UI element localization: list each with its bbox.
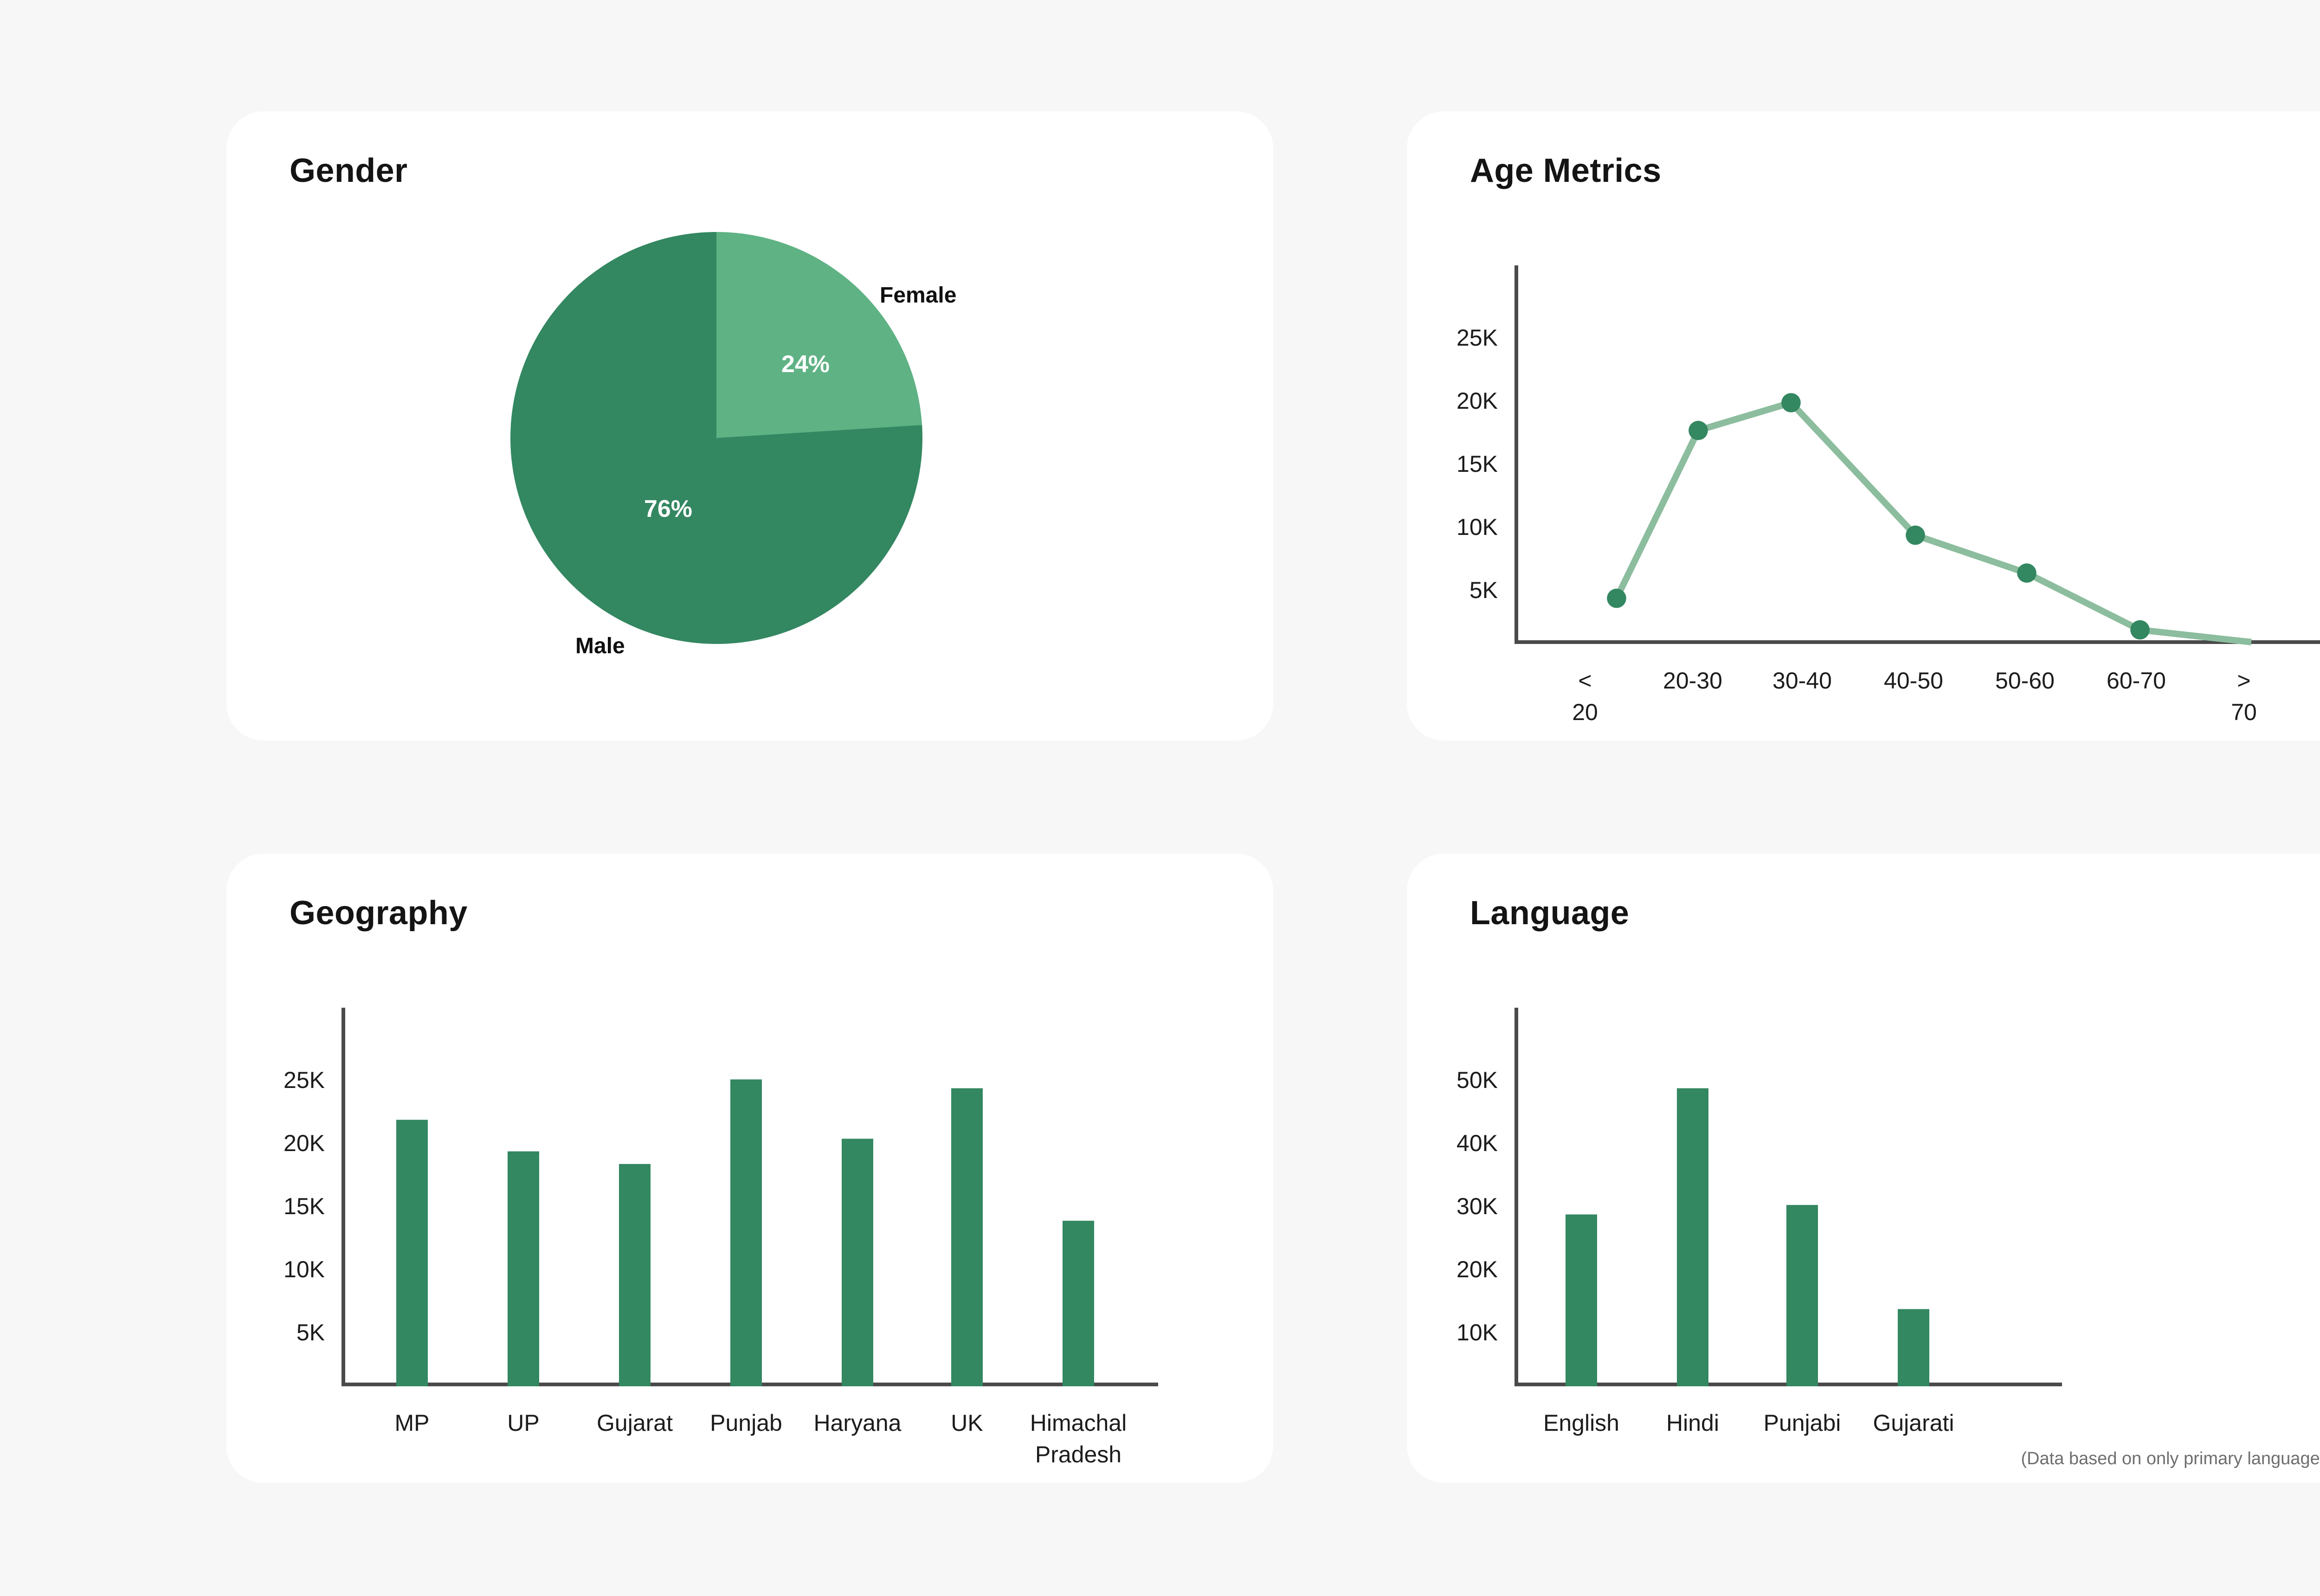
geography-x-tick-label: UK (951, 1410, 983, 1436)
age-y-tick-label: 10K (1456, 514, 1498, 540)
language-bar-chart: 10K 20K 30K 40K 50K English Hindi Punjabi Gujara… (1456, 1008, 2062, 1436)
pie-slice-label-male: Male (575, 633, 625, 659)
gender-card: Gender Female Male 24% 76% (226, 111, 1273, 740)
geography-x-tick-label: MP (395, 1410, 430, 1436)
age-point-20-30 (1688, 421, 1708, 440)
age-metrics-card-title: Age Metrics (1470, 152, 1662, 189)
geography-bar-himachal-pradesh (1063, 1221, 1094, 1386)
geography-x-tick-label: Himachal Pradesh (1030, 1410, 1127, 1467)
geography-bar-chart: 5K 10K 15K 20K 25K MP UP Gujarat Punjab Haryana UK… (284, 1008, 1158, 1467)
language-card: Language 10K 20K 30K 40K 50K English Hindi Punj… (1407, 854, 2320, 1483)
age-x-tick-label: 20-30 (1663, 668, 1722, 694)
age-point-40-50 (1906, 525, 1925, 545)
age-point-30-40 (1781, 393, 1801, 412)
gender-pie-chart (510, 232, 922, 644)
age-line (1613, 399, 2252, 645)
language-y-tick-label: 10K (1456, 1319, 1498, 1345)
age-x-tick-label: 30-40 (1772, 668, 1832, 694)
language-x-tick-label: Hindi (1666, 1410, 1719, 1436)
age-line-chart: 5K 10K 15K 20K 25K < 20 20-30 30-40 40-50 50-60 60-… (1456, 265, 2320, 725)
age-axes (1514, 265, 2320, 644)
language-x-tick-label: Gujarati (1873, 1410, 1954, 1436)
language-bar-hindi (1677, 1088, 1708, 1386)
language-bar-english (1566, 1214, 1597, 1386)
geography-y-tick-label: 5K (296, 1319, 325, 1345)
age-x-tick-label: 40-50 (1884, 668, 1943, 694)
geography-y-tick-label: 10K (284, 1256, 325, 1282)
geography-card-title: Geography (290, 895, 468, 932)
language-x-tick-label: English (1543, 1410, 1619, 1436)
geography-bar-mp (396, 1120, 428, 1386)
language-bar-gujarati (1898, 1309, 1929, 1386)
geography-bar-uk (951, 1088, 983, 1386)
language-y-tick-label: 40K (1456, 1130, 1498, 1156)
geography-x-tick-label: UP (507, 1410, 539, 1436)
age-y-tick-label: 15K (1456, 451, 1498, 477)
age-metrics-card: Age Metrics 5K 10K 15K 20K 25K <20 20-30 30-40 4… (1407, 111, 2320, 740)
age-x-tick-label: <20 (1572, 668, 1598, 725)
gender-card-title: Gender (290, 152, 408, 189)
geography-axes (342, 1008, 1158, 1386)
geography-y-tick-label: 25K (284, 1067, 325, 1093)
language-bar-punjabi (1786, 1205, 1818, 1386)
age-point-50-60 (2017, 563, 2036, 583)
geography-x-tick-label: Gujarat (597, 1410, 673, 1436)
geography-bar-punjab (730, 1079, 762, 1386)
geography-bar-haryana (842, 1139, 873, 1386)
geography-x-tick-label: Haryana (814, 1410, 902, 1436)
age-x-tick-label: >70 (2231, 668, 2257, 725)
geography-y-tick-label: 20K (284, 1130, 325, 1156)
geography-bar-up (508, 1151, 539, 1386)
language-x-tick-label: Punjabi (1764, 1410, 1841, 1436)
language-y-tick-label: 50K (1456, 1067, 1498, 1093)
age-y-tick-label: 5K (1469, 577, 1498, 603)
language-y-tick-label: 20K (1456, 1256, 1498, 1282)
geography-card: Geography 5K 10K 15K 20K 25K MP UP Gujarat Punja… (226, 854, 1273, 1483)
age-x-tick-label: 50-60 (1995, 668, 2055, 694)
age-point-60-70 (2130, 620, 2150, 640)
age-x-tick-label: 60-70 (2107, 668, 2166, 694)
language-card-title: Language (1470, 895, 1630, 932)
geography-x-tick-label: Punjab (710, 1410, 782, 1436)
age-y-tick-label: 20K (1456, 388, 1498, 414)
pie-slice-value-female: 24% (781, 350, 830, 378)
language-axes (1514, 1008, 2062, 1386)
language-footnote: (Data based on only primary language)- J… (2021, 1449, 2320, 1470)
age-point-<20 (1607, 588, 1626, 608)
age-y-tick-label: 25K (1456, 325, 1498, 351)
geography-bar-gujarat (619, 1164, 651, 1386)
language-y-tick-label: 30K (1456, 1193, 1498, 1219)
pie-slice-value-male: 76% (644, 495, 693, 522)
geography-y-tick-label: 15K (284, 1193, 325, 1219)
pie-slice-label-female: Female (880, 282, 957, 308)
